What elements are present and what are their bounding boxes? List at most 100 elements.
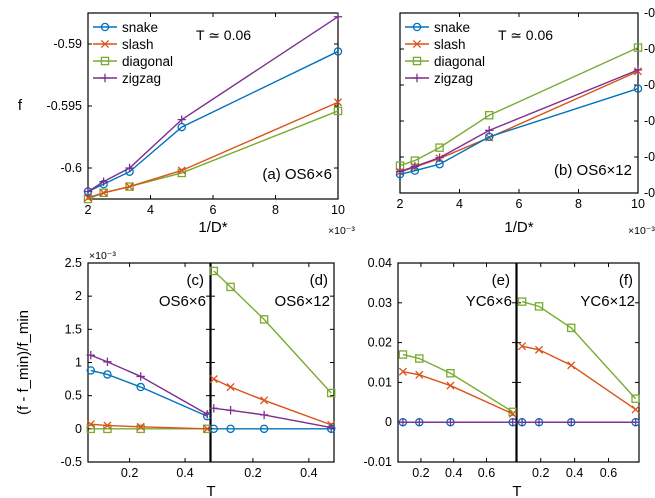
x-tick-label: 0.6 <box>478 466 495 480</box>
y-tick-label: -0.6 <box>60 161 82 175</box>
data-point-zigzag <box>136 372 145 381</box>
legend-marker-slash <box>412 39 422 49</box>
data-point-diagonal <box>484 110 494 120</box>
data-point-snake <box>136 382 145 392</box>
series-line-diagonal <box>521 300 637 400</box>
temperature-label: T ≃ 0.06 <box>498 27 553 43</box>
y-multiplier: ×10⁻³ <box>89 250 116 262</box>
data-point-diagonal <box>435 143 444 152</box>
x-tick-label: 2 <box>397 197 404 211</box>
x-axis-label: 1/D* <box>198 219 227 236</box>
data-point-snake <box>633 84 643 93</box>
y-axis-label: f <box>18 97 23 114</box>
panel-label: (c) <box>187 272 205 289</box>
data-point-zigzag <box>103 357 112 367</box>
data-point-slash <box>99 188 108 197</box>
panel-system-label: OS6×6 <box>159 293 206 310</box>
plot-e-series <box>398 350 517 427</box>
legend-marker-diagonal <box>100 56 110 66</box>
x-tick-label: 2 <box>85 203 92 217</box>
data-point-slash <box>508 409 517 418</box>
plot-e-frame <box>397 262 517 463</box>
x-axis-label: 1/D* <box>504 219 533 236</box>
data-point-zigzag <box>333 12 343 21</box>
data-point-zigzag <box>327 423 336 432</box>
data-point-diagonal <box>446 368 455 378</box>
data-point-slash <box>177 166 186 175</box>
x-tick-label: 10 <box>631 197 645 211</box>
data-point-slash <box>209 375 218 384</box>
data-point-zigzag <box>259 410 269 420</box>
data-point-diagonal <box>125 182 134 191</box>
data-point-zigzag <box>633 65 643 75</box>
panel-system-label: OS6×12 <box>275 293 330 310</box>
data-point-zigzag <box>435 153 444 162</box>
x-tick-label: 0.4 <box>566 466 583 480</box>
data-point-slash <box>226 382 235 392</box>
panel-label: (d) <box>310 272 328 289</box>
legend-marker-slash <box>100 39 110 49</box>
data-point-snake <box>333 47 343 56</box>
y-tick-label: -0.01 <box>364 455 393 469</box>
data-point-snake <box>103 370 112 379</box>
series-line-snake <box>399 87 639 175</box>
data-point-slash <box>203 424 212 433</box>
legend-marker-diagonal <box>412 56 422 66</box>
data-point-slash <box>415 370 424 379</box>
data-point-zigzag <box>83 187 93 196</box>
y-tick-label: -0.61 <box>644 114 655 128</box>
panel-label: (a) OS6×6 <box>262 166 332 183</box>
data-point-slash <box>446 381 455 390</box>
series-line-slash <box>521 345 637 411</box>
data-point-snake <box>226 424 235 434</box>
y-tick-label: -0.605 <box>644 78 655 92</box>
data-point-diagonal <box>631 394 640 403</box>
data-point-zigzag <box>203 410 212 419</box>
series-line-diagonal <box>213 270 332 394</box>
data-point-diagonal <box>136 424 145 434</box>
x-tick-label: 8 <box>272 203 279 217</box>
series-line-slash <box>399 70 639 173</box>
data-point-diagonal <box>398 350 408 359</box>
y-tick-label: 0.02 <box>368 336 392 350</box>
legend-label-slash: slash <box>434 37 466 52</box>
panel-label: (b) OS6×12 <box>554 162 632 179</box>
plot-d-series <box>209 266 336 434</box>
x-tick-label: 0.2 <box>412 466 429 480</box>
x-tick-label: 6 <box>210 203 217 217</box>
data-point-diagonal <box>517 297 527 306</box>
x-axis-label: T <box>512 483 521 498</box>
plot-b-series <box>395 43 643 179</box>
data-point-zigzag <box>485 126 494 135</box>
data-point-diagonal <box>226 282 235 292</box>
series-line-diagonal <box>399 46 639 167</box>
legend-label-diagonal: diagonal <box>434 54 485 69</box>
legend-marker-zigzag <box>412 73 422 83</box>
data-point-slash <box>631 405 640 414</box>
legend-label-snake: snake <box>434 20 470 35</box>
x-tick-label: 8 <box>575 197 582 211</box>
x-tick-label: 10 <box>331 203 345 217</box>
data-point-slash <box>333 98 343 107</box>
data-point-zigzag <box>508 418 517 427</box>
y-tick-label: -0.5 <box>60 455 82 469</box>
data-point-zigzag <box>398 418 408 427</box>
y-tick-label: -0.59 <box>54 37 83 51</box>
data-point-zigzag <box>209 404 218 413</box>
data-point-slash <box>86 420 95 429</box>
panel-system-label: YC6×6 <box>466 293 512 310</box>
x-tick-label: 0.4 <box>445 466 462 480</box>
y-tick-label: -0.6 <box>644 42 655 56</box>
series-line-slash <box>213 378 332 426</box>
x-tick-label: 0.4 <box>300 466 317 480</box>
plot-f-series <box>517 297 640 427</box>
plot-a-series <box>83 12 343 204</box>
data-point-diagonal <box>326 388 336 398</box>
data-point-zigzag <box>415 418 424 427</box>
plot-c-series <box>86 351 212 434</box>
series-line-zigzag <box>90 354 208 415</box>
y-axis-label: (f - f_min)/f_min <box>15 310 32 415</box>
x-tick-label: 0.4 <box>176 466 193 480</box>
x-tick-label: 0.2 <box>532 466 549 480</box>
data-point-snake <box>209 424 219 434</box>
